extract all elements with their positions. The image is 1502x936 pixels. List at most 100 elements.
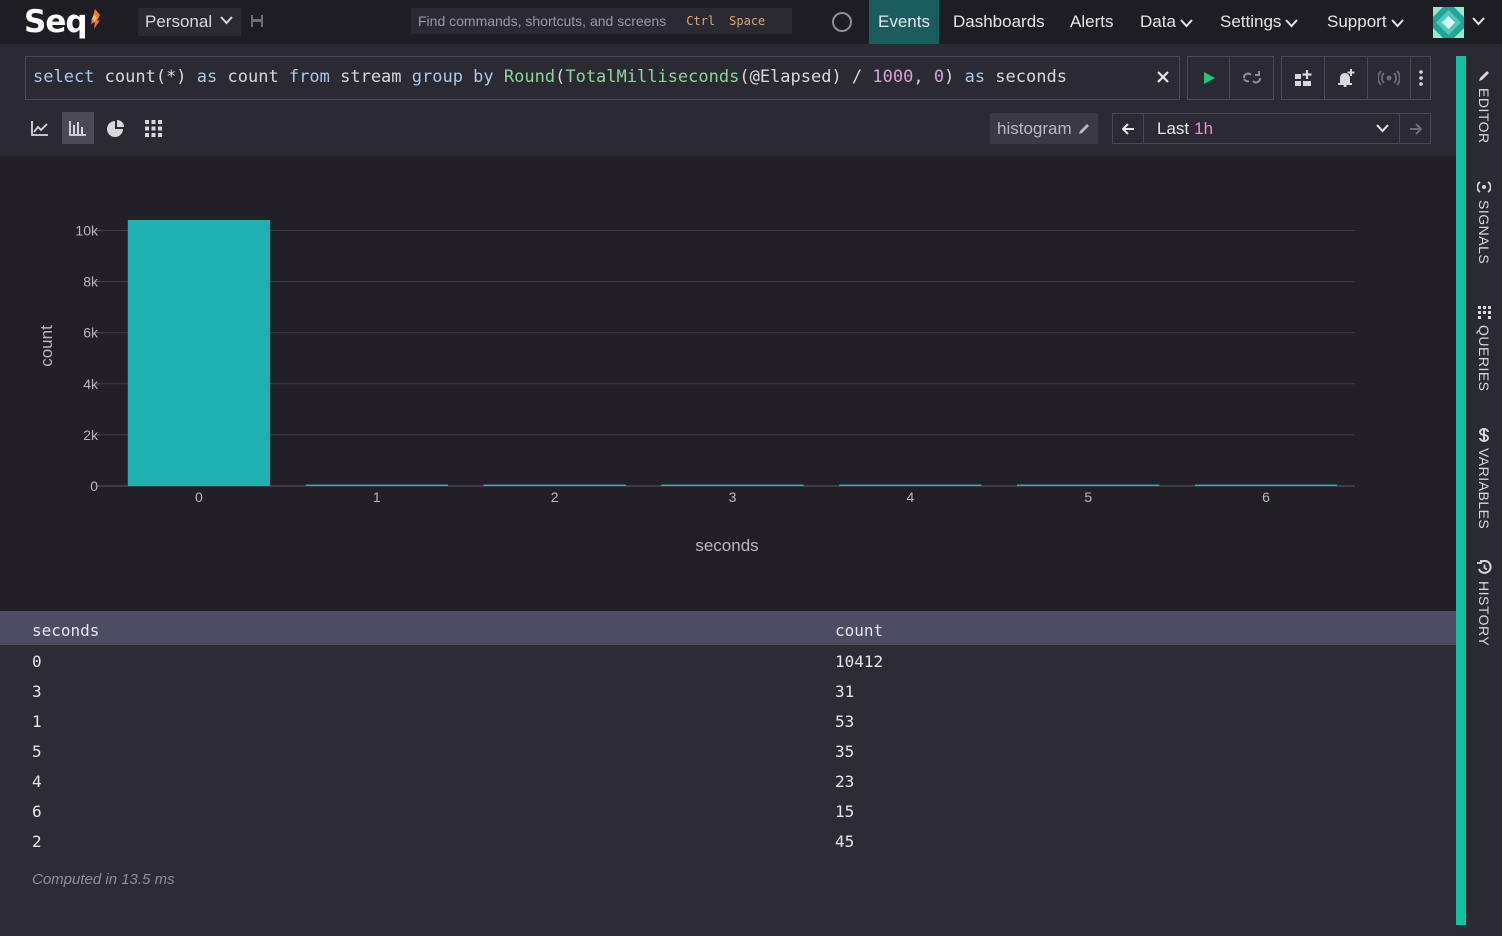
nav-dashboards-label: Dashboards [953,12,1045,31]
bar-chart-icon [69,121,86,136]
query-token: as [964,67,986,87]
chevron-down-icon [1376,124,1389,133]
table-row[interactable]: 5 35 [0,735,1456,765]
nav-data-label: Data [1140,12,1176,31]
workspace-selector[interactable]: Personal [138,8,241,36]
computed-time: Computed in 13.5 ms [32,871,175,888]
range-next-button[interactable] [1399,114,1430,143]
sidebar-tab-history[interactable]: HISTORY [1468,560,1500,646]
nav-dashboards[interactable]: Dashboards [953,0,1045,44]
run-controls [1187,56,1274,100]
table-row[interactable]: 3 31 [0,675,1456,705]
cell-seconds: 4 [32,772,42,791]
x-tick-label: 5 [1084,489,1092,505]
arrow-left-icon [1121,122,1134,135]
sidebar-tab-editor-label: EDITOR [1476,88,1492,144]
results-table: seconds count 0 10412 3 31 1 53 5 35 4 23 6 15 2 45 C… [0,611,1456,936]
command-search[interactable]: Find commands, shortcuts, and screens Ct… [411,8,792,34]
seq-logo[interactable]: Seq [24,4,88,40]
nav-support[interactable]: Support [1327,0,1404,44]
table-body: 0 10412 3 31 1 53 5 35 4 23 6 15 2 45 [0,645,1456,855]
more-options-button[interactable] [1411,57,1430,99]
user-avatar-icon[interactable] [1433,7,1464,38]
add-to-dashboard-button[interactable] [1282,57,1325,99]
query-token: 1000 [872,67,914,87]
time-range-select[interactable]: Last 1h [1144,114,1399,143]
query-token: Round [503,67,556,87]
table-row[interactable]: 0 10412 [0,645,1456,675]
top-nav: Seq Personal Find commands, shortcuts, a… [0,0,1502,44]
refresh-link-icon [1242,71,1261,84]
bar-chart-button[interactable] [62,112,94,144]
bar [483,484,626,486]
chart-name-text: histogram [997,118,1072,138]
cell-count: 45 [835,832,855,851]
pencil-icon [1479,71,1489,81]
clear-query-icon[interactable] [1155,69,1171,85]
list-icon [1478,306,1491,319]
table-row[interactable]: 6 15 [0,795,1456,825]
nav-data[interactable]: Data [1140,0,1193,44]
query-token: ( [555,67,566,87]
play-icon [1203,72,1215,84]
y-axis-label: count [37,325,56,367]
y-tick-label: 0 [90,478,98,494]
run-query-button[interactable] [1188,57,1230,99]
dashboard-add-icon [1295,70,1312,86]
cell-seconds: 6 [32,802,42,821]
query-token: stream [329,67,412,87]
history-icon [1476,560,1492,574]
pie-chart-button[interactable] [99,112,131,144]
flame-logo-icon [91,9,100,29]
save-icon[interactable] [250,14,264,28]
sidebar-tab-queries[interactable]: QUERIES [1468,305,1500,392]
nav-events[interactable]: Events [869,0,939,44]
x-tick-label: 2 [551,489,559,505]
column-header-seconds[interactable]: seconds [32,621,100,640]
cell-seconds: 5 [32,742,42,761]
bar [1194,484,1338,486]
add-alert-button[interactable] [1325,57,1368,99]
sidebar-accent [1456,56,1466,925]
chevron-down-icon [1180,18,1193,27]
query-token: TotalMilliseconds [565,67,740,87]
auto-refresh-button[interactable] [1230,57,1273,99]
range-previous-button[interactable] [1113,114,1144,143]
pie-chart-icon [106,119,124,137]
x-tick-label: 6 [1262,489,1270,505]
right-sidebar [1466,44,1502,936]
query-input[interactable]: select count(*) as count from stream gro… [25,56,1180,100]
signal-button[interactable] [1368,57,1411,99]
query-token: seconds [985,67,1067,87]
sidebar-tab-variables-label: VARIABLES [1476,448,1492,530]
table-row[interactable]: 2 45 [0,825,1456,855]
line-chart-button[interactable] [24,112,56,144]
dollar-icon [1478,428,1490,442]
cell-count: 53 [835,712,855,731]
grid-view-button[interactable] [137,112,169,144]
sidebar-tab-variables[interactable]: VARIABLES [1468,428,1500,529]
bar-chart: 0 2k 4k 6k 8k 10k 0 1 2 3 4 5 6 seconds count [37,219,1355,555]
chart-panel: 0 2k 4k 6k 8k 10k 0 1 2 3 4 5 6 seconds count [0,156,1456,611]
sidebar-tab-editor[interactable]: EDITOR [1468,70,1500,144]
sidebar-tab-signals[interactable]: SIGNALS [1468,180,1500,264]
more-vertical-icon [1418,70,1423,86]
chart-name-label[interactable]: histogram [990,113,1098,144]
sidebar-tab-history-label: HISTORY [1476,581,1492,647]
table-row[interactable]: 1 53 [0,705,1456,735]
chevron-down-icon[interactable] [1472,17,1485,26]
table-row[interactable]: 4 23 [0,765,1456,795]
nav-support-label: Support [1327,12,1387,31]
chevron-down-icon [1390,18,1404,27]
theme-toggle-icon[interactable] [831,11,853,33]
nav-settings[interactable]: Settings [1220,0,1299,44]
nav-alerts[interactable]: Alerts [1070,0,1113,44]
grid-icon [144,119,162,137]
shortcut-key-ctrl: Ctrl [686,14,716,28]
column-header-count[interactable]: count [835,621,884,640]
chevron-down-icon [220,16,233,25]
cell-seconds: 0 [32,652,42,671]
query-token: (@Elapsed) / [739,67,873,87]
workspace-label: Personal [145,12,213,31]
y-tick-label: 6k [83,325,99,341]
